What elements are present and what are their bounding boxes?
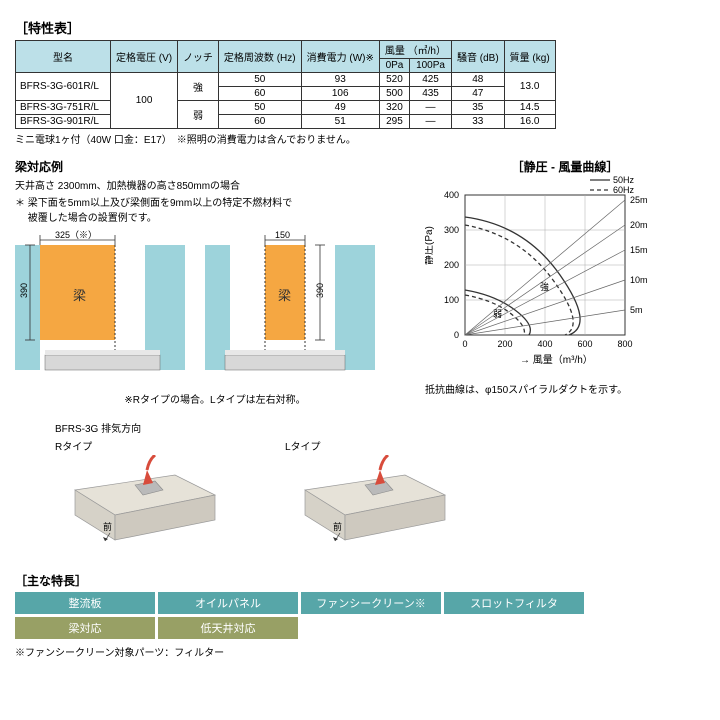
svg-text:25m: 25m — [630, 195, 648, 205]
h-voltage: 定格電圧 (V) — [111, 41, 178, 73]
chart-title: ［静圧 - 風量曲線］ — [425, 158, 705, 175]
w0: 13.0 — [504, 73, 555, 101]
c: 48 — [451, 73, 504, 87]
h-noise: 騒音 (dB) — [451, 41, 504, 73]
notch-1: 弱 — [178, 101, 219, 129]
features-section: ［主な特長］ 整流板 オイルパネル ファンシークリーン※ スロットフィルタ 梁対… — [15, 572, 705, 659]
w1: 14.5 — [504, 101, 555, 115]
chart-svg: 強 弱 0 100 200 300 400 0 200 400 600 800 … — [425, 175, 685, 375]
w2: 16.0 — [504, 115, 555, 129]
exhaust-title: BFRS-3G 排気方向 — [55, 420, 705, 435]
c: 320 — [379, 101, 409, 115]
tag: スロットフィルタ — [444, 592, 584, 614]
c: 520 — [379, 73, 409, 87]
svg-text:300: 300 — [444, 225, 459, 235]
tag: ファンシークリーン※ — [301, 592, 441, 614]
svg-text:150: 150 — [275, 230, 290, 240]
voltage: 100 — [111, 73, 178, 129]
chart-caption: 抵抗曲線は、φ150スパイラルダクトを示す。 — [425, 381, 705, 396]
tag: 梁対応 — [15, 617, 155, 639]
c: — — [410, 101, 452, 115]
c: 500 — [379, 87, 409, 101]
tag: 低天井対応 — [158, 617, 298, 639]
svg-text:梁: 梁 — [73, 288, 86, 303]
model-0: BFRS-3G-601R/L — [16, 73, 111, 101]
model-2: BFRS-3G-901R/L — [16, 115, 111, 129]
svg-text:200: 200 — [497, 339, 512, 349]
svg-text:梁: 梁 — [278, 288, 291, 303]
c: 49 — [301, 101, 379, 115]
c: 51 — [301, 115, 379, 129]
svg-text:60Hz: 60Hz — [613, 185, 635, 195]
chart-section: ［静圧 - 風量曲線］ — [425, 158, 705, 406]
beam-fig-right: 梁 150 390 — [205, 230, 375, 388]
c: 60 — [218, 115, 301, 129]
svg-text:0: 0 — [454, 330, 459, 340]
c: 50 — [218, 73, 301, 87]
svg-text:15m: 15m — [630, 245, 648, 255]
c: 60 — [218, 87, 301, 101]
svg-text:50Hz: 50Hz — [613, 175, 635, 185]
c: 33 — [451, 115, 504, 129]
svg-text:600: 600 — [577, 339, 592, 349]
svg-text:20m: 20m — [630, 220, 648, 230]
h-freq: 定格周波数 (Hz) — [218, 41, 301, 73]
exhaust-l: Lタイプ 前 — [285, 438, 455, 558]
exhaust-section: BFRS-3G 排気方向 Rタイプ 前 Lタイプ — [15, 420, 705, 558]
h-model: 型名 — [16, 41, 111, 73]
notch-0: 強 — [178, 73, 219, 101]
beam-note: ＊ 梁下面を5mm以上及び梁側面を9mm以上の特定不燃材料で 被覆した場合の設置… — [15, 194, 415, 224]
h-air0: 0Pa — [379, 59, 409, 73]
svg-text:200: 200 — [444, 260, 459, 270]
svg-text:弱: 弱 — [493, 309, 502, 319]
c: 295 — [379, 115, 409, 129]
svg-text:100: 100 — [444, 295, 459, 305]
c: 425 — [410, 73, 452, 87]
svg-text:前: 前 — [333, 521, 342, 532]
spec-title: ［特性表］ — [15, 18, 705, 37]
c: 35 — [451, 101, 504, 115]
c: 93 — [301, 73, 379, 87]
c: — — [410, 115, 452, 129]
svg-text:325（※）: 325（※） — [55, 230, 97, 240]
svg-text:前: 前 — [103, 521, 112, 532]
svg-text:800: 800 — [617, 339, 632, 349]
tag: オイルパネル — [158, 592, 298, 614]
h-power: 消費電力 (W)※ — [301, 41, 379, 73]
tag: 整流板 — [15, 592, 155, 614]
beam-title: 梁対応例 — [15, 158, 415, 175]
svg-text:0: 0 — [462, 339, 467, 349]
beam-sub: 天井高さ 2300mm、加熱機器の高さ850mmの場合 — [15, 177, 415, 192]
svg-text:5m: 5m — [630, 305, 643, 315]
h-notch: ノッチ — [178, 41, 219, 73]
svg-text:390: 390 — [315, 283, 325, 298]
c: 50 — [218, 101, 301, 115]
features-title: ［主な特長］ — [15, 572, 705, 589]
features-note: ※ファンシークリーン対象パーツ：フィルター — [15, 644, 705, 659]
h-weight: 質量 (kg) — [504, 41, 555, 73]
model-1: BFRS-3G-751R/L — [16, 101, 111, 115]
beam-section: 梁対応例 天井高さ 2300mm、加熱機器の高さ850mmの場合 ＊ 梁下面を5… — [15, 158, 415, 406]
c: 47 — [451, 87, 504, 101]
spec-table: 型名 定格電圧 (V) ノッチ 定格周波数 (Hz) 消費電力 (W)※ 風量 … — [15, 40, 556, 129]
svg-text:400: 400 — [537, 339, 552, 349]
svg-text:静圧(Pa): 静圧(Pa) — [425, 226, 435, 265]
svg-text:10m: 10m — [630, 275, 648, 285]
h-air100: 100Pa — [410, 59, 452, 73]
beam-caption: ※Rタイプの場合。Lタイプは左右対称。 — [15, 391, 415, 406]
svg-text:→ 風量（m³/h）: → 風量（m³/h） — [520, 354, 593, 366]
svg-text:強: 強 — [540, 281, 549, 292]
c: 435 — [410, 87, 452, 101]
spec-note: ミニ電球1ヶ付（40W 口金：E17） ※照明の消費電力は含んでおりません。 — [15, 131, 705, 146]
c: 106 — [301, 87, 379, 101]
svg-text:390: 390 — [19, 283, 29, 298]
beam-fig-left: 梁 325（※） 390 — [15, 230, 185, 388]
h-airflow: 風量 （㎥/h） — [379, 41, 451, 59]
svg-text:400: 400 — [444, 190, 459, 200]
exhaust-r: Rタイプ 前 — [55, 438, 225, 558]
